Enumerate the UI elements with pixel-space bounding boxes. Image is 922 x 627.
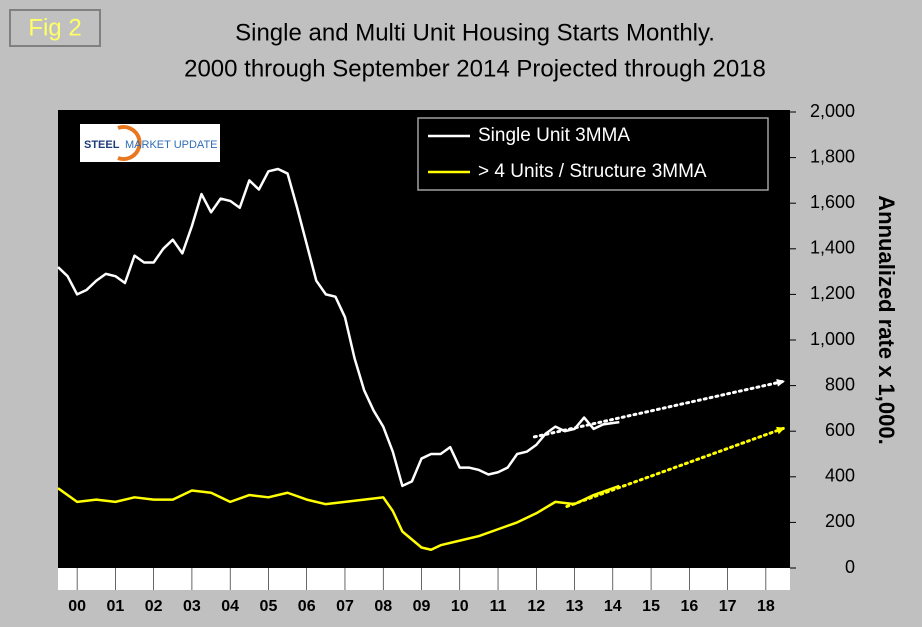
y-tick-label: 800 bbox=[825, 374, 855, 394]
legend-label: > 4 Units / Structure 3MMA bbox=[478, 161, 707, 182]
x-tick-label: 09 bbox=[413, 598, 431, 615]
y-tick-label: 200 bbox=[825, 511, 855, 531]
figure-label: Fig 2 bbox=[28, 14, 81, 41]
y-axis-label: Annualized rate x 1,000. bbox=[874, 195, 899, 444]
x-tick-label: 00 bbox=[68, 598, 86, 615]
x-tick-label: 17 bbox=[719, 598, 737, 615]
x-tick-label: 05 bbox=[260, 598, 278, 615]
series-line bbox=[57, 484, 620, 552]
legend-box bbox=[417, 117, 769, 191]
y-tick-label: 1,200 bbox=[810, 283, 855, 303]
legend-label: Single Unit 3MMA bbox=[478, 125, 630, 146]
x-tick-label: 01 bbox=[106, 598, 124, 615]
x-tick-label: 13 bbox=[566, 598, 584, 615]
y-tick-label: 1,000 bbox=[810, 329, 855, 349]
logo-brand: STEEL bbox=[84, 139, 120, 151]
chart-title: Single and Multi Unit Housing Starts Mon… bbox=[235, 19, 715, 46]
x-tick-label: 07 bbox=[336, 598, 354, 615]
projection-line bbox=[565, 426, 787, 508]
figure-label-box bbox=[9, 9, 101, 47]
x-tick-label: 14 bbox=[604, 598, 622, 615]
x-tick-label: 03 bbox=[183, 598, 201, 615]
x-tick-label: 08 bbox=[374, 598, 392, 615]
y-tick-label: 1,600 bbox=[810, 192, 855, 212]
x-tick-label: 15 bbox=[642, 598, 660, 615]
x-tick-label: 10 bbox=[451, 598, 469, 615]
y-tick-label: 1,400 bbox=[810, 238, 855, 258]
x-tick-label: 11 bbox=[490, 598, 507, 615]
logo-text: MARKET UPDATE bbox=[125, 139, 218, 151]
y-tick-label: 600 bbox=[825, 420, 855, 440]
chart-subtitle: 2000 through September 2014 Projected th… bbox=[184, 55, 766, 82]
logo-box bbox=[80, 124, 220, 162]
y-tick-label: 400 bbox=[825, 466, 855, 486]
x-tick-label: 06 bbox=[298, 598, 316, 615]
y-tick-label: 0 bbox=[845, 557, 855, 577]
y-tick-label: 2,000 bbox=[810, 101, 855, 121]
x-tick-label: 16 bbox=[680, 598, 698, 615]
y-tick-label: 1,800 bbox=[810, 146, 855, 166]
x-tick-label: 02 bbox=[145, 598, 163, 615]
x-axis-strip bbox=[58, 568, 790, 590]
projection-arrow bbox=[776, 378, 785, 387]
x-tick-label: 04 bbox=[221, 598, 239, 615]
plot: 02004006008001,0001,2001,4001,6001,8002,… bbox=[57, 101, 855, 615]
x-tick-label: 12 bbox=[527, 598, 545, 615]
series-line bbox=[57, 167, 620, 488]
x-tick-label: 18 bbox=[757, 598, 775, 615]
projection-arrow bbox=[776, 426, 785, 435]
logo-swoosh bbox=[117, 125, 142, 161]
